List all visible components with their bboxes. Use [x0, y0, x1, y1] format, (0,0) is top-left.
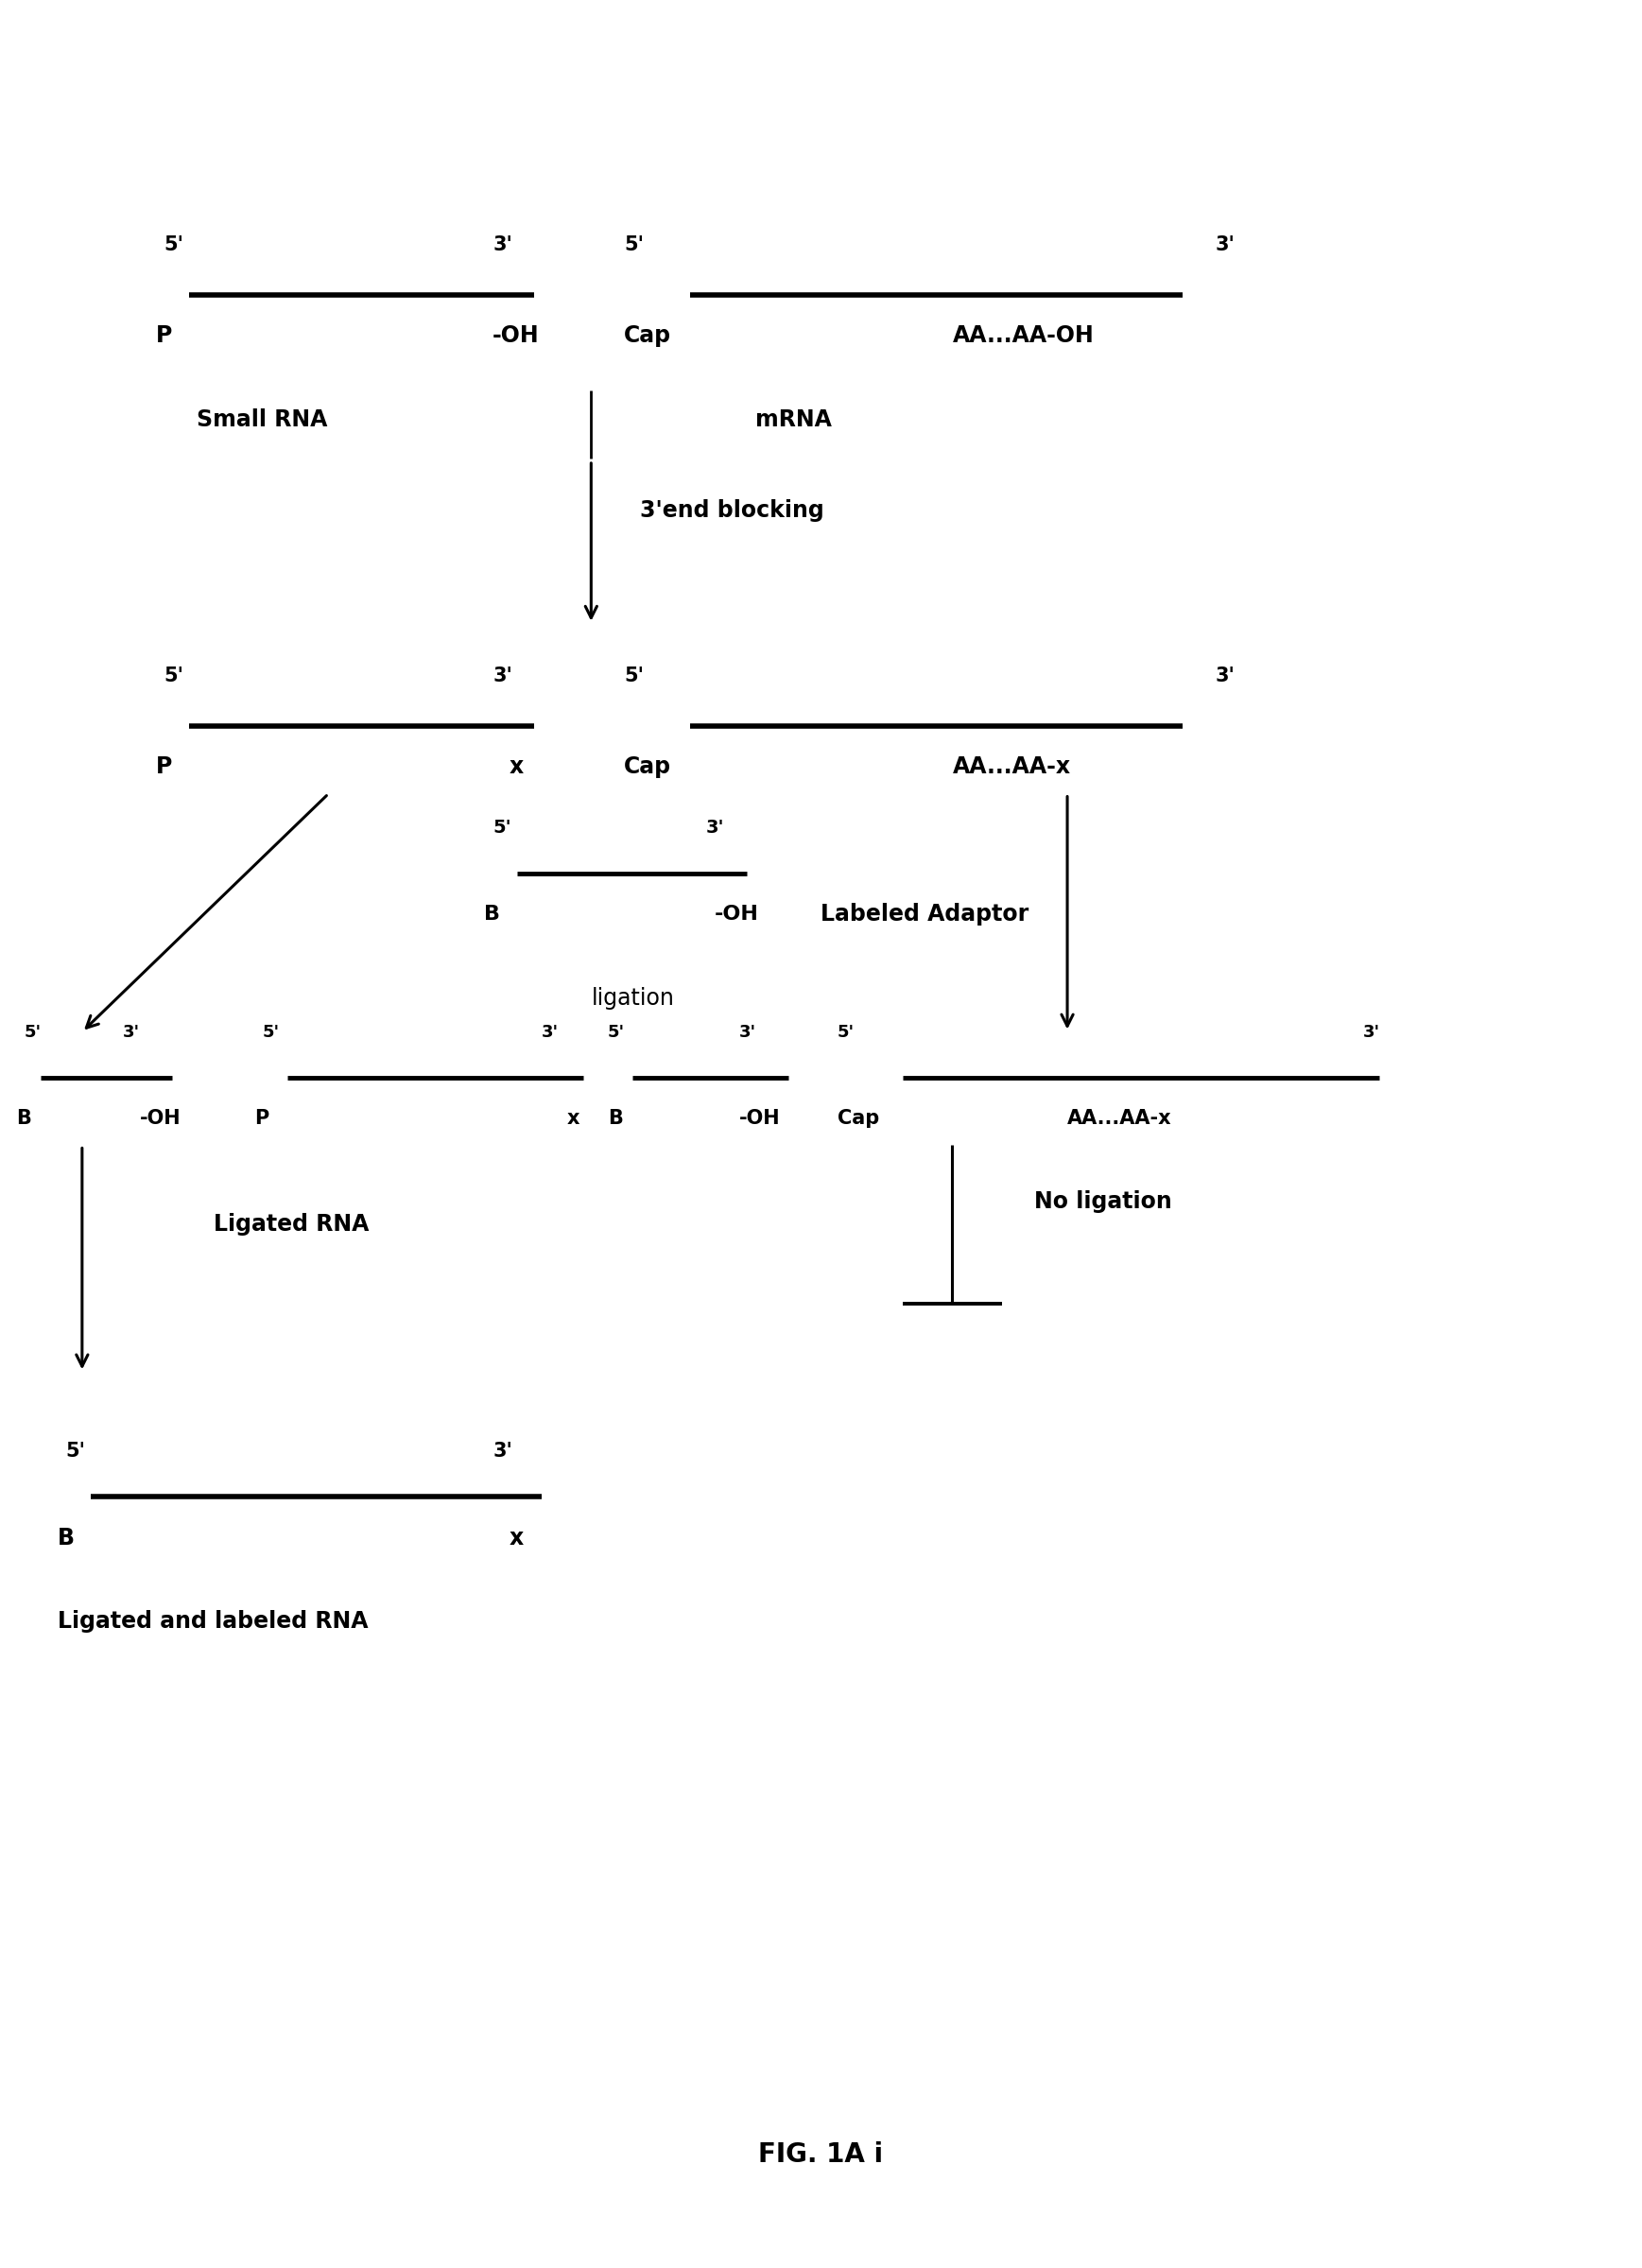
Text: 5': 5' [493, 819, 511, 837]
Text: P: P [255, 1109, 269, 1127]
Text: 5': 5' [624, 236, 644, 254]
Text: 3'end blocking: 3'end blocking [640, 499, 824, 522]
Text: P: P [156, 755, 172, 778]
Text: x: x [509, 1526, 524, 1549]
Text: AA...AA-x: AA...AA-x [1067, 1109, 1172, 1127]
Text: 5': 5' [624, 667, 644, 685]
Text: B: B [484, 905, 501, 923]
Text: No ligation: No ligation [1034, 1191, 1172, 1213]
Text: Labeled Adaptor: Labeled Adaptor [821, 903, 1030, 925]
Text: 3': 3' [1363, 1023, 1379, 1041]
Text: -OH: -OH [140, 1109, 181, 1127]
Text: FIG. 1A i: FIG. 1A i [759, 2141, 883, 2168]
Text: 5': 5' [66, 1442, 85, 1461]
Text: 3': 3' [493, 667, 512, 685]
Text: Cap: Cap [624, 755, 672, 778]
Text: Small RNA: Small RNA [197, 408, 328, 431]
Text: 5': 5' [164, 236, 184, 254]
Text: 5': 5' [25, 1023, 41, 1041]
Text: Cap: Cap [837, 1109, 878, 1127]
Text: ligation: ligation [591, 987, 675, 1009]
Text: AA...AA-OH: AA...AA-OH [952, 324, 1094, 347]
Text: x: x [509, 755, 524, 778]
Text: P: P [156, 324, 172, 347]
Text: AA...AA-x: AA...AA-x [952, 755, 1071, 778]
Text: 3': 3' [706, 819, 724, 837]
Text: 3': 3' [542, 1023, 558, 1041]
Text: mRNA: mRNA [755, 408, 832, 431]
Text: Ligated and labeled RNA: Ligated and labeled RNA [57, 1610, 368, 1633]
Text: 5': 5' [608, 1023, 624, 1041]
Text: 3': 3' [493, 236, 512, 254]
Text: B: B [16, 1109, 31, 1127]
Text: B: B [608, 1109, 622, 1127]
Text: -OH: -OH [714, 905, 759, 923]
Text: -OH: -OH [739, 1109, 780, 1127]
Text: 3': 3' [739, 1023, 755, 1041]
Text: 3': 3' [123, 1023, 140, 1041]
Text: Ligated RNA: Ligated RNA [213, 1213, 369, 1236]
Text: x: x [566, 1109, 580, 1127]
Text: -OH: -OH [493, 324, 540, 347]
Text: 3': 3' [1215, 667, 1235, 685]
Text: Cap: Cap [624, 324, 672, 347]
Text: 5': 5' [164, 667, 184, 685]
Text: 5': 5' [263, 1023, 279, 1041]
Text: B: B [57, 1526, 74, 1549]
Text: 5': 5' [837, 1023, 854, 1041]
Text: 3': 3' [493, 1442, 512, 1461]
Text: 3': 3' [1215, 236, 1235, 254]
